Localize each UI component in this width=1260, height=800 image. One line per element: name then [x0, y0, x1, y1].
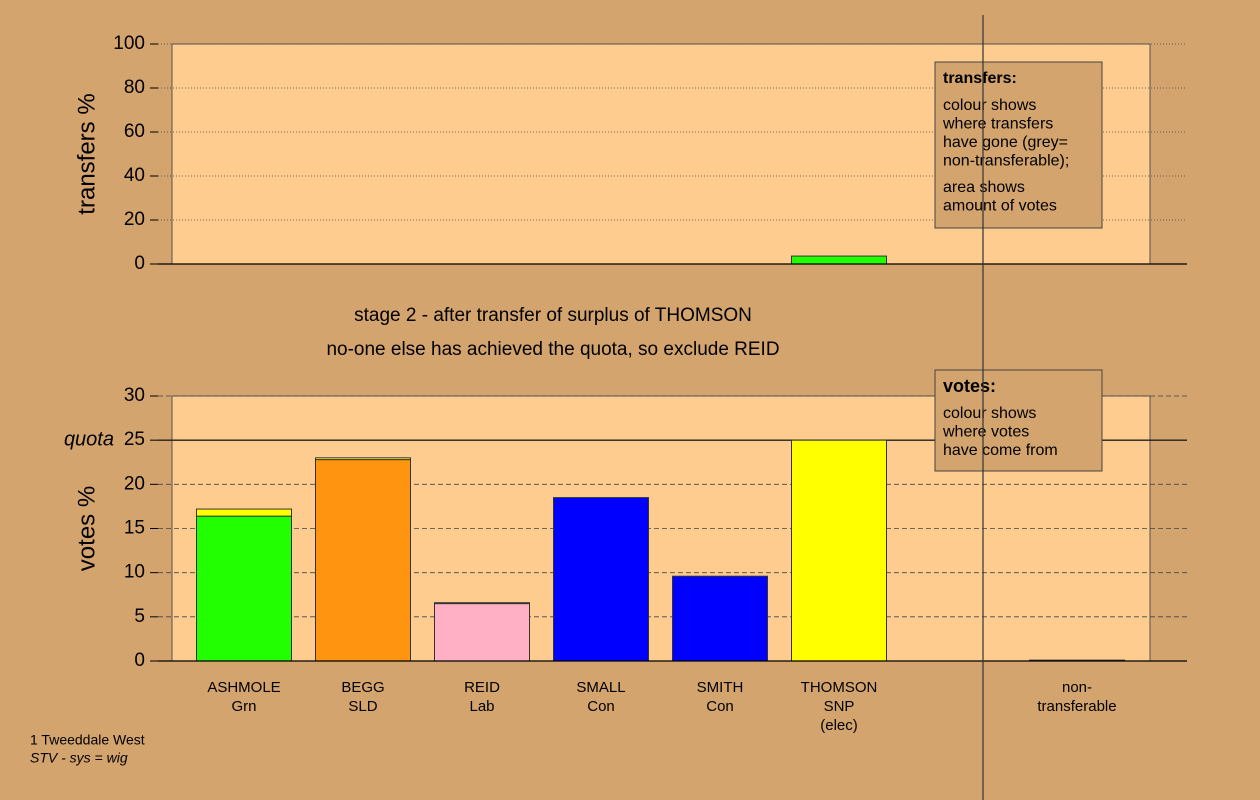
x-tick-label: transferable	[1037, 698, 1116, 715]
x-tick-label: REID	[464, 679, 500, 696]
y-axis-title: votes %	[73, 486, 100, 571]
annotation-box	[934, 369, 1103, 472]
x-tick-label: Con	[706, 698, 734, 715]
x-tick-label: ASHMOLE	[207, 679, 280, 696]
y-tick-label: 40	[124, 165, 145, 186]
annotation-text: colour shows	[943, 97, 1036, 114]
x-tick-label: (elec)	[820, 717, 858, 734]
annotation-text: amount of votes	[943, 198, 1057, 215]
annotation-text: non-transferable);	[943, 153, 1069, 170]
chart-title: stage 2 - after transfer of surplus of T…	[354, 305, 752, 326]
footer-text: 1 Tweeddale West	[30, 732, 145, 748]
bar	[791, 439, 887, 662]
bar	[315, 457, 411, 461]
y-tick-label: 60	[124, 121, 145, 142]
y-tick-label: 15	[124, 518, 145, 539]
annotation-box	[934, 61, 1103, 229]
bar	[791, 255, 887, 265]
annotation-text: colour shows	[943, 405, 1036, 422]
x-tick-label: Lab	[469, 698, 494, 715]
annotation-text: where transfers	[942, 116, 1053, 133]
y-tick-label: 30	[124, 385, 145, 406]
x-tick-label: BEGG	[341, 679, 384, 696]
bar	[196, 508, 292, 517]
x-tick-label: SNP	[824, 698, 855, 715]
footer-text: STV - sys = wig	[30, 750, 128, 766]
annotation-title: transfers:	[943, 70, 1017, 87]
annotation-text: where votes	[942, 424, 1029, 441]
y-tick-label: 0	[134, 650, 145, 671]
bar	[434, 603, 530, 662]
x-tick-label: Grn	[231, 698, 256, 715]
bar	[434, 602, 530, 605]
annotation-text: have come from	[943, 442, 1058, 459]
chart-title: no-one else has achieved the quota, so e…	[326, 339, 779, 360]
y-tick-label: 5	[134, 606, 145, 627]
y-tick-label: 10	[124, 562, 145, 583]
x-tick-label: THOMSON	[801, 679, 878, 696]
x-tick-label: SMITH	[697, 679, 744, 696]
y-tick-label: 20	[124, 209, 145, 230]
y-tick-label: 0	[134, 253, 145, 274]
bar	[672, 575, 768, 662]
x-tick-label: Con	[587, 698, 615, 715]
annotation-title: votes:	[943, 376, 996, 396]
y-tick-label: 100	[113, 33, 145, 54]
bar	[553, 497, 649, 662]
x-tick-label: SMALL	[576, 679, 625, 696]
x-tick-label: SLD	[348, 698, 377, 715]
y-tick-label: 20	[124, 473, 145, 494]
y-tick-label: 80	[124, 77, 145, 98]
annotation-text: area shows	[943, 179, 1025, 196]
annotation-text: have gone (grey=	[943, 134, 1068, 151]
y-axis-title: transfers %	[73, 93, 100, 214]
bar	[196, 515, 292, 662]
quota-label: quota	[64, 428, 114, 450]
x-tick-label: non-	[1062, 679, 1092, 696]
y-tick-label: 25	[124, 429, 145, 450]
bar	[315, 459, 411, 662]
